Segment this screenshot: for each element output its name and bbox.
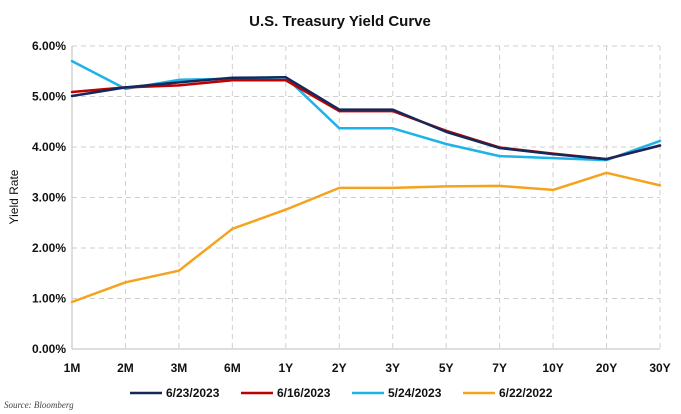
series-line-5-24-2023 — [70, 59, 662, 162]
y-tick-label: 3.00% — [32, 191, 66, 205]
series-line-6-23-2023 — [70, 76, 662, 161]
x-tick-label: 1Y — [278, 361, 293, 375]
y-tick-label: 2.00% — [32, 241, 66, 255]
x-tick-label: 5Y — [439, 361, 454, 375]
x-tick-label: 1M — [64, 361, 81, 375]
legend: 6/23/2023 6/16/2023 5/24/2023 6/22/2022 — [130, 386, 553, 400]
source-note: Source: Bloomberg — [4, 400, 74, 410]
legend-label: 5/24/2023 — [388, 386, 442, 400]
gridlines — [72, 45, 661, 349]
y-tick-labels: 0.00% 1.00% 2.00% 3.00% 4.00% 5.00% 6.00% — [32, 39, 66, 356]
x-tick-label: 6M — [224, 361, 241, 375]
legend-label: 6/23/2023 — [166, 386, 220, 400]
x-tick-labels: 1M 2M 3M 6M 1Y 2Y 3Y 5Y 7Y 10Y 20Y 30Y — [64, 361, 671, 375]
legend-label: 6/22/2022 — [499, 386, 553, 400]
x-tick-label: 30Y — [649, 361, 670, 375]
x-tick-label: 3Y — [385, 361, 400, 375]
chart-title: U.S. Treasury Yield Curve — [249, 13, 431, 30]
x-tick-label: 2Y — [332, 361, 347, 375]
y-axis-label: Yield Rate — [7, 169, 21, 224]
x-tick-label: 20Y — [596, 361, 617, 375]
x-tick-label: 2M — [117, 361, 134, 375]
y-tick-label: 5.00% — [32, 90, 66, 104]
y-tick-label: 0.00% — [32, 342, 66, 356]
y-tick-label: 4.00% — [32, 140, 66, 154]
legend-label: 6/16/2023 — [277, 386, 331, 400]
x-tick-label: 3M — [171, 361, 188, 375]
series-lines — [70, 59, 662, 304]
x-tick-label: 10Y — [542, 361, 563, 375]
x-tick-label: 7Y — [492, 361, 507, 375]
y-tick-label: 1.00% — [32, 292, 66, 306]
y-tick-label: 6.00% — [32, 39, 66, 53]
series-line-6-22-2022 — [70, 171, 662, 304]
